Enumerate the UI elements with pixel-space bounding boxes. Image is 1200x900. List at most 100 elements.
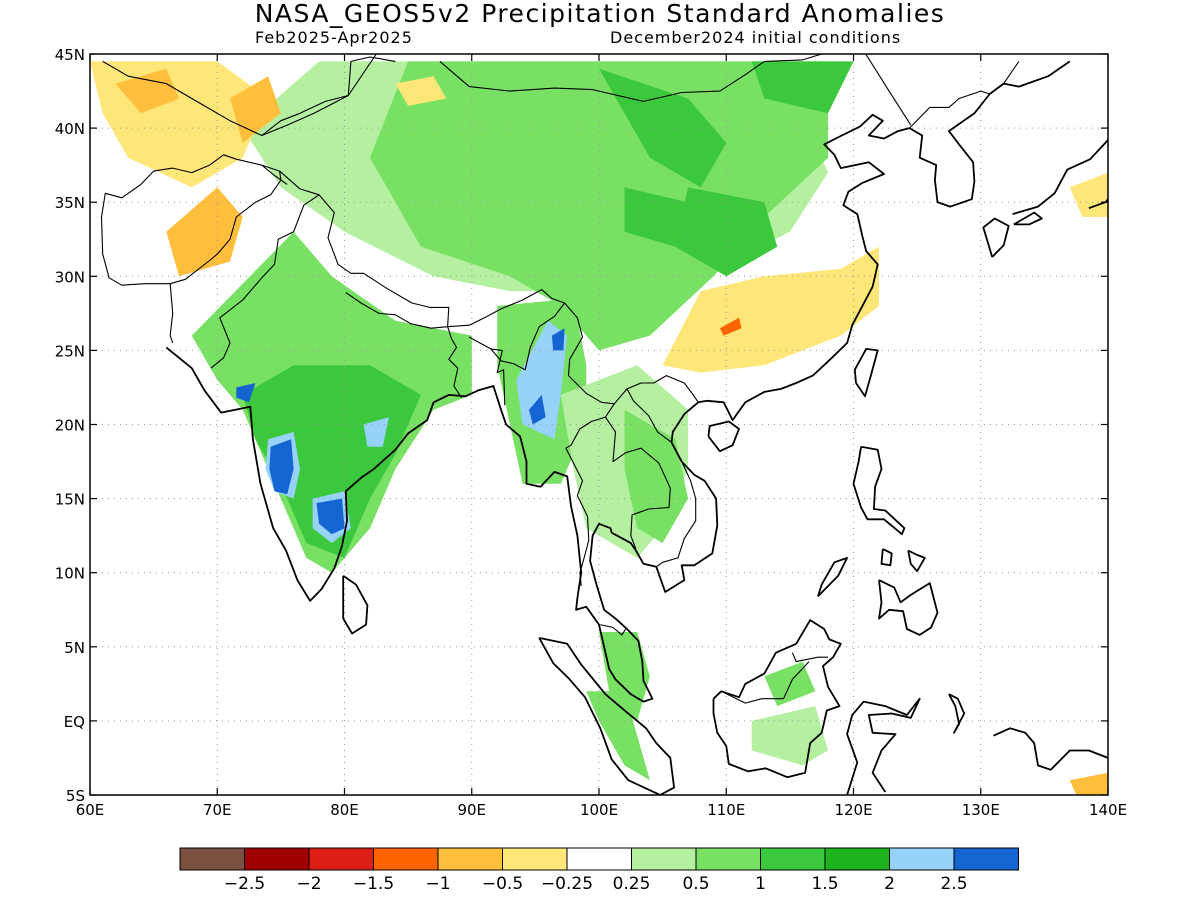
anomaly-region-dry-mod <box>115 68 180 114</box>
anomaly-region-wet-strong <box>675 187 778 277</box>
anomaly-region-dry-mod <box>1069 772 1108 795</box>
country-border <box>439 60 765 102</box>
country-border <box>350 56 396 62</box>
coastline <box>846 697 921 795</box>
lat-tick-label: EQ <box>64 713 85 731</box>
lon-tick-label: 60E <box>76 801 105 819</box>
lat-tick-label: 30N <box>55 268 85 286</box>
coastline <box>982 217 1010 258</box>
lat-tick-label: 10N <box>55 565 85 583</box>
colorbar: −2.5 −2 −1.5 −1 −0.5 −0.25 0.25 0.5 1 1.5 2 2.5 <box>179 847 1019 894</box>
lat-tick-label: 5N <box>64 639 85 657</box>
colorbar-swatch <box>695 847 761 871</box>
lon-tick-label: 90E <box>457 801 486 819</box>
coastline <box>853 347 879 398</box>
colorbar-label: −2.5 <box>224 874 265 894</box>
country-border <box>100 154 282 286</box>
country-border <box>261 164 288 185</box>
initial-conditions: December2024 initial conditions <box>610 28 902 47</box>
lat-tick-label: 25N <box>55 342 85 360</box>
country-border <box>613 375 699 405</box>
colorbar-swatch <box>824 847 890 871</box>
colorbar-swatch <box>889 847 955 871</box>
colorbar-label: 0.25 <box>613 874 651 894</box>
anomaly-region-dry-weak <box>662 246 879 373</box>
coastline <box>707 420 740 453</box>
colorbar-swatch <box>760 847 826 871</box>
anomaly-region-extreme-wet <box>316 498 345 535</box>
colorbar-swatch <box>308 847 374 871</box>
colorbar-label: −2 <box>296 874 321 894</box>
colorbar-label: 0.5 <box>682 874 709 894</box>
coastline <box>909 60 1071 208</box>
country-borders <box>100 54 1020 704</box>
country-border <box>447 326 463 399</box>
lat-tick-label: 45N <box>55 46 85 64</box>
lat-tick-label: 35N <box>55 194 85 212</box>
country-border <box>989 61 1020 95</box>
colorbar-swatch <box>953 847 1019 871</box>
anomaly-region-wet-strong <box>751 61 854 114</box>
anomaly-region-extreme-wet <box>269 439 294 495</box>
coastline <box>538 637 675 795</box>
lon-tick-label: 120E <box>834 801 872 819</box>
coastline <box>852 445 906 536</box>
country-border <box>468 336 506 406</box>
lon-tick-label: 80E <box>330 801 359 819</box>
lat-tick-label: 5S <box>66 787 85 805</box>
country-border <box>909 90 990 129</box>
colorbar-label: 2.5 <box>940 874 967 894</box>
coastline <box>1013 211 1043 226</box>
anomaly-region-wet-mod <box>586 691 650 781</box>
coastline <box>1012 139 1108 215</box>
country-border <box>169 283 174 344</box>
country-border <box>720 661 810 704</box>
country-border <box>764 54 822 62</box>
colorbar-label: −1 <box>425 874 450 894</box>
lon-tick-label: 110E <box>707 801 745 819</box>
colorbar-label: −1.5 <box>353 874 394 894</box>
lon-tick-label: 130E <box>962 801 1000 819</box>
country-border <box>490 302 566 371</box>
country-border <box>564 302 615 587</box>
anomaly-region-extreme-wet <box>529 394 546 425</box>
lat-tick-label: 15N <box>55 491 85 509</box>
country-border <box>604 416 671 550</box>
colorbar-swatch <box>244 847 310 871</box>
anomaly-region-wet-strong <box>242 365 421 558</box>
coastline <box>817 557 848 598</box>
coastline <box>880 548 893 567</box>
anomaly-region-dry-strong <box>719 317 742 336</box>
anomaly-region-dry-weak <box>395 76 447 106</box>
country-border <box>846 54 912 126</box>
forecast-period: Feb2025-Apr2025 <box>255 28 413 47</box>
lon-tick-label: 140E <box>1089 801 1127 819</box>
coastline <box>342 574 369 635</box>
colorbar-swatch <box>502 847 568 871</box>
lat-tick-label: 40N <box>55 120 85 138</box>
colorbar-label: −0.5 <box>482 874 523 894</box>
coastline <box>665 794 667 795</box>
colorbar-swatch <box>566 847 632 871</box>
anomaly-region-extreme-wet <box>551 328 565 351</box>
coastline <box>712 619 842 779</box>
anomaly-region-extreme-wet <box>236 383 256 403</box>
country-border <box>600 624 627 636</box>
anomaly-region-very-wet <box>363 417 389 447</box>
coastline <box>948 693 966 734</box>
colorbar-swatch <box>179 847 245 871</box>
colorbar-swatch <box>437 847 503 871</box>
lon-tick-label: 70E <box>203 801 232 819</box>
anomaly-region-dry-weak <box>1069 172 1108 217</box>
lon-tick-label: 100E <box>580 801 618 819</box>
country-border <box>210 194 320 369</box>
coastlines <box>165 60 1108 795</box>
colorbar-label: 2 <box>884 874 895 894</box>
axis-ticks: 60E 70E 80E 90E 100E 110E 120E 130E 140E 45N 40N 35… <box>55 46 1127 819</box>
colorbar-label: 1.5 <box>811 874 838 894</box>
country-border <box>345 292 448 329</box>
country-border <box>261 54 377 137</box>
colorbar-swatch <box>631 847 697 871</box>
coastline <box>993 727 1108 771</box>
